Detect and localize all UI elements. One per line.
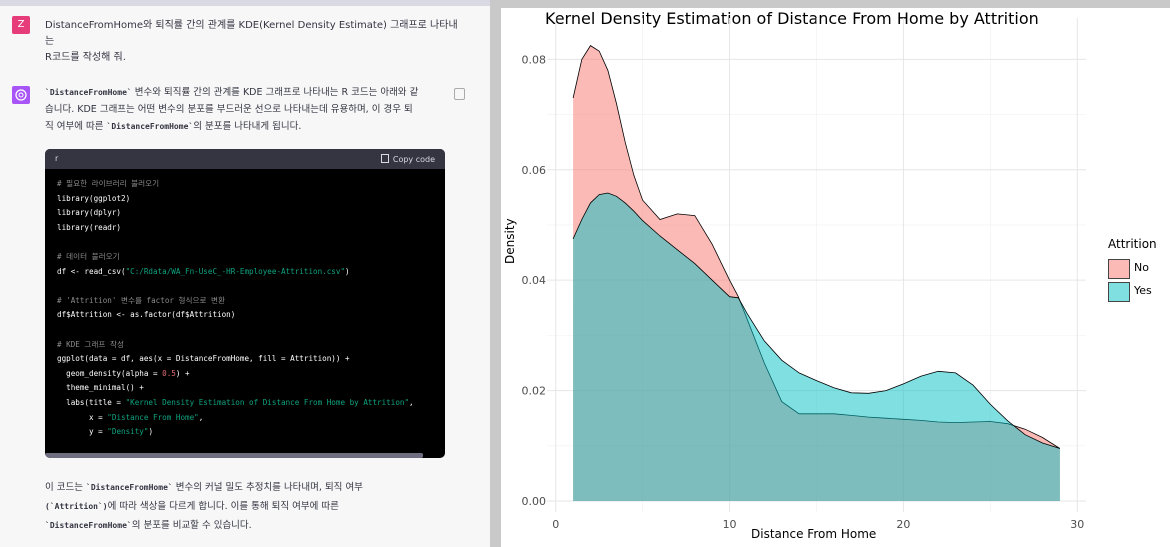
code-line: ggplot(data = df, aes(x = DistanceFromHo…: [57, 354, 350, 364]
assistant-outro-line: `DistanceFromHome`의 분포를 비교할 수 있습니다.: [45, 516, 445, 535]
legend-key-yes: [1108, 282, 1130, 302]
code-line: library(dplyr): [57, 208, 122, 218]
x-tick-label: 0: [552, 518, 559, 531]
density-chart: 0 10 20 30 0.00 0.02 0.04 0.06 0.08: [522, 18, 1086, 531]
code-content[interactable]: # 필요한 라이브러리 불러오기 library(ggplot2) library(…: [45, 169, 445, 440]
text: 의 분포를 비교할 수 있습니다.: [131, 520, 252, 531]
code-line: # 데이터 불러오기: [57, 251, 120, 261]
legend-key-no: [1108, 259, 1130, 279]
legend-label-no: No: [1134, 261, 1149, 274]
assistant-intro-line: `DistanceFromHome` 변수와 퇴직률 간의 관계를 KDE 그래…: [45, 84, 445, 101]
chart-title: Kernel Density Estimation of Distance Fr…: [545, 9, 1039, 28]
inline-code: `DistanceFromHome`: [86, 483, 173, 492]
user-message-row: Z DistanceFromHome와 퇴직률 간의 관계를 KDE(Kerne…: [0, 6, 490, 66]
text: 변수의 커널 밀도 추정치를 나타내며, 퇴직 여부: [172, 482, 363, 493]
code-line: library(readr): [57, 222, 122, 232]
code-line: # 필요한 라이브러리 불러오기: [57, 179, 160, 188]
code-line: geom_density(alpha = 0.5) +: [57, 368, 190, 378]
x-tick-label: 30: [1070, 518, 1084, 531]
inline-code: `DistanceFromHome`: [45, 88, 132, 97]
code-line: labs(title = "Kernel Density Estimation …: [57, 397, 414, 407]
user-message-line: DistanceFromHome와 퇴직률 간의 관계를 KDE(Kernel …: [45, 20, 458, 47]
user-avatar: Z: [12, 16, 30, 34]
assistant-message-row: `DistanceFromHome` 변수와 퇴직률 간의 관계를 KDE 그래…: [0, 66, 490, 547]
code-header: r Copy code: [45, 149, 445, 169]
code-line: [57, 235, 445, 250]
code-line: # 'Attrition' 변수를 factor 형식으로 변환: [57, 295, 226, 305]
y-tick-label: 0.04: [522, 274, 547, 287]
x-tick-label: 20: [896, 518, 910, 531]
clipboard-icon: [380, 154, 389, 163]
text: 직 여부에 따른: [45, 121, 107, 132]
density-line-yes: [572, 192, 1061, 449]
code-language: r: [55, 154, 59, 163]
assistant-intro-line: 직 여부에 따른 `DistanceFromHome`의 분포를 나타내게 됩니…: [45, 118, 445, 135]
y-tick-label: 0.06: [522, 164, 547, 177]
density-area-yes: [573, 193, 1060, 501]
chat-panel: Z DistanceFromHome와 퇴직률 간의 관계를 KDE(Kerne…: [0, 0, 490, 547]
copy-code-label: Copy code: [392, 155, 435, 164]
y-tick-label: 0.08: [522, 53, 547, 66]
x-axis-label: Distance From Home: [751, 527, 877, 541]
code-block: r Copy code # 필요한 라이브러리 불러오기 library(ggpl…: [45, 149, 445, 458]
code-line: [57, 279, 445, 294]
inline-code: (`Attrition`): [45, 502, 108, 511]
top-border: [0, 0, 490, 6]
inline-code: `DistanceFromHome`: [45, 521, 132, 530]
code-line: [57, 323, 445, 338]
assistant-intro-line: 습니다. KDE 그래프는 어떤 변수의 분포를 부드러운 선으로 나타내는데 …: [45, 104, 413, 115]
assistant-outro-line: 이 코드는 `DistanceFromHome` 변수의 커널 밀도 추정치를 …: [45, 478, 445, 497]
x-tick-label: 10: [723, 518, 737, 531]
user-message: DistanceFromHome와 퇴직률 간의 관계를 KDE(Kernel …: [45, 18, 465, 66]
legend-label-yes: Yes: [1134, 284, 1152, 297]
assistant-outro: 이 코드는 `DistanceFromHome` 변수의 커널 밀도 추정치를 …: [45, 478, 445, 535]
code-scrollbar[interactable]: [45, 453, 423, 458]
assistant-outro-line: (`Attrition`)에 따라 색상을 다르게 합니다. 이를 통해 퇴직 …: [45, 497, 445, 516]
code-line: theme_minimal() +: [57, 383, 144, 393]
text: 의 분포를 나타내게 됩니다.: [193, 121, 302, 132]
text: 에 따라 색상을 다르게 합니다. 이를 통해 퇴직 여부에 따른: [107, 501, 339, 512]
copy-message-icon[interactable]: [454, 88, 465, 100]
code-line: # KDE 그래프 작성: [57, 339, 124, 349]
inline-code: `DistanceFromHome`: [106, 122, 194, 131]
code-line: y = "Density"): [57, 427, 154, 437]
code-line: df$Attrition <- as.factor(df$Attrition): [57, 310, 236, 320]
text: 변수와 퇴직률 간의 관계를 KDE 그래프로 나타내는 R 코드는 아래와 같: [131, 87, 419, 98]
legend-title: Attrition: [1108, 237, 1157, 251]
copy-code-button[interactable]: Copy code: [380, 154, 435, 164]
code-line: df <- read_csv("C:/Rdata/WA_Fn-UseC_-HR-…: [57, 266, 350, 276]
code-line: x = "Distance From Home",: [57, 412, 204, 422]
text: 이 코드는: [45, 482, 86, 493]
y-tick-label: 0.02: [522, 385, 547, 398]
assistant-intro: `DistanceFromHome` 변수와 퇴직률 간의 관계를 KDE 그래…: [45, 84, 445, 135]
code-line: library(ggplot2): [57, 193, 131, 203]
assistant-avatar-icon: [12, 86, 30, 104]
user-message-line: R코드를 작성해 줘.: [45, 52, 126, 63]
chart-panel: Kernel Density Estimation of Distance Fr…: [501, 8, 1170, 547]
y-tick-label: 0.00: [522, 495, 547, 508]
